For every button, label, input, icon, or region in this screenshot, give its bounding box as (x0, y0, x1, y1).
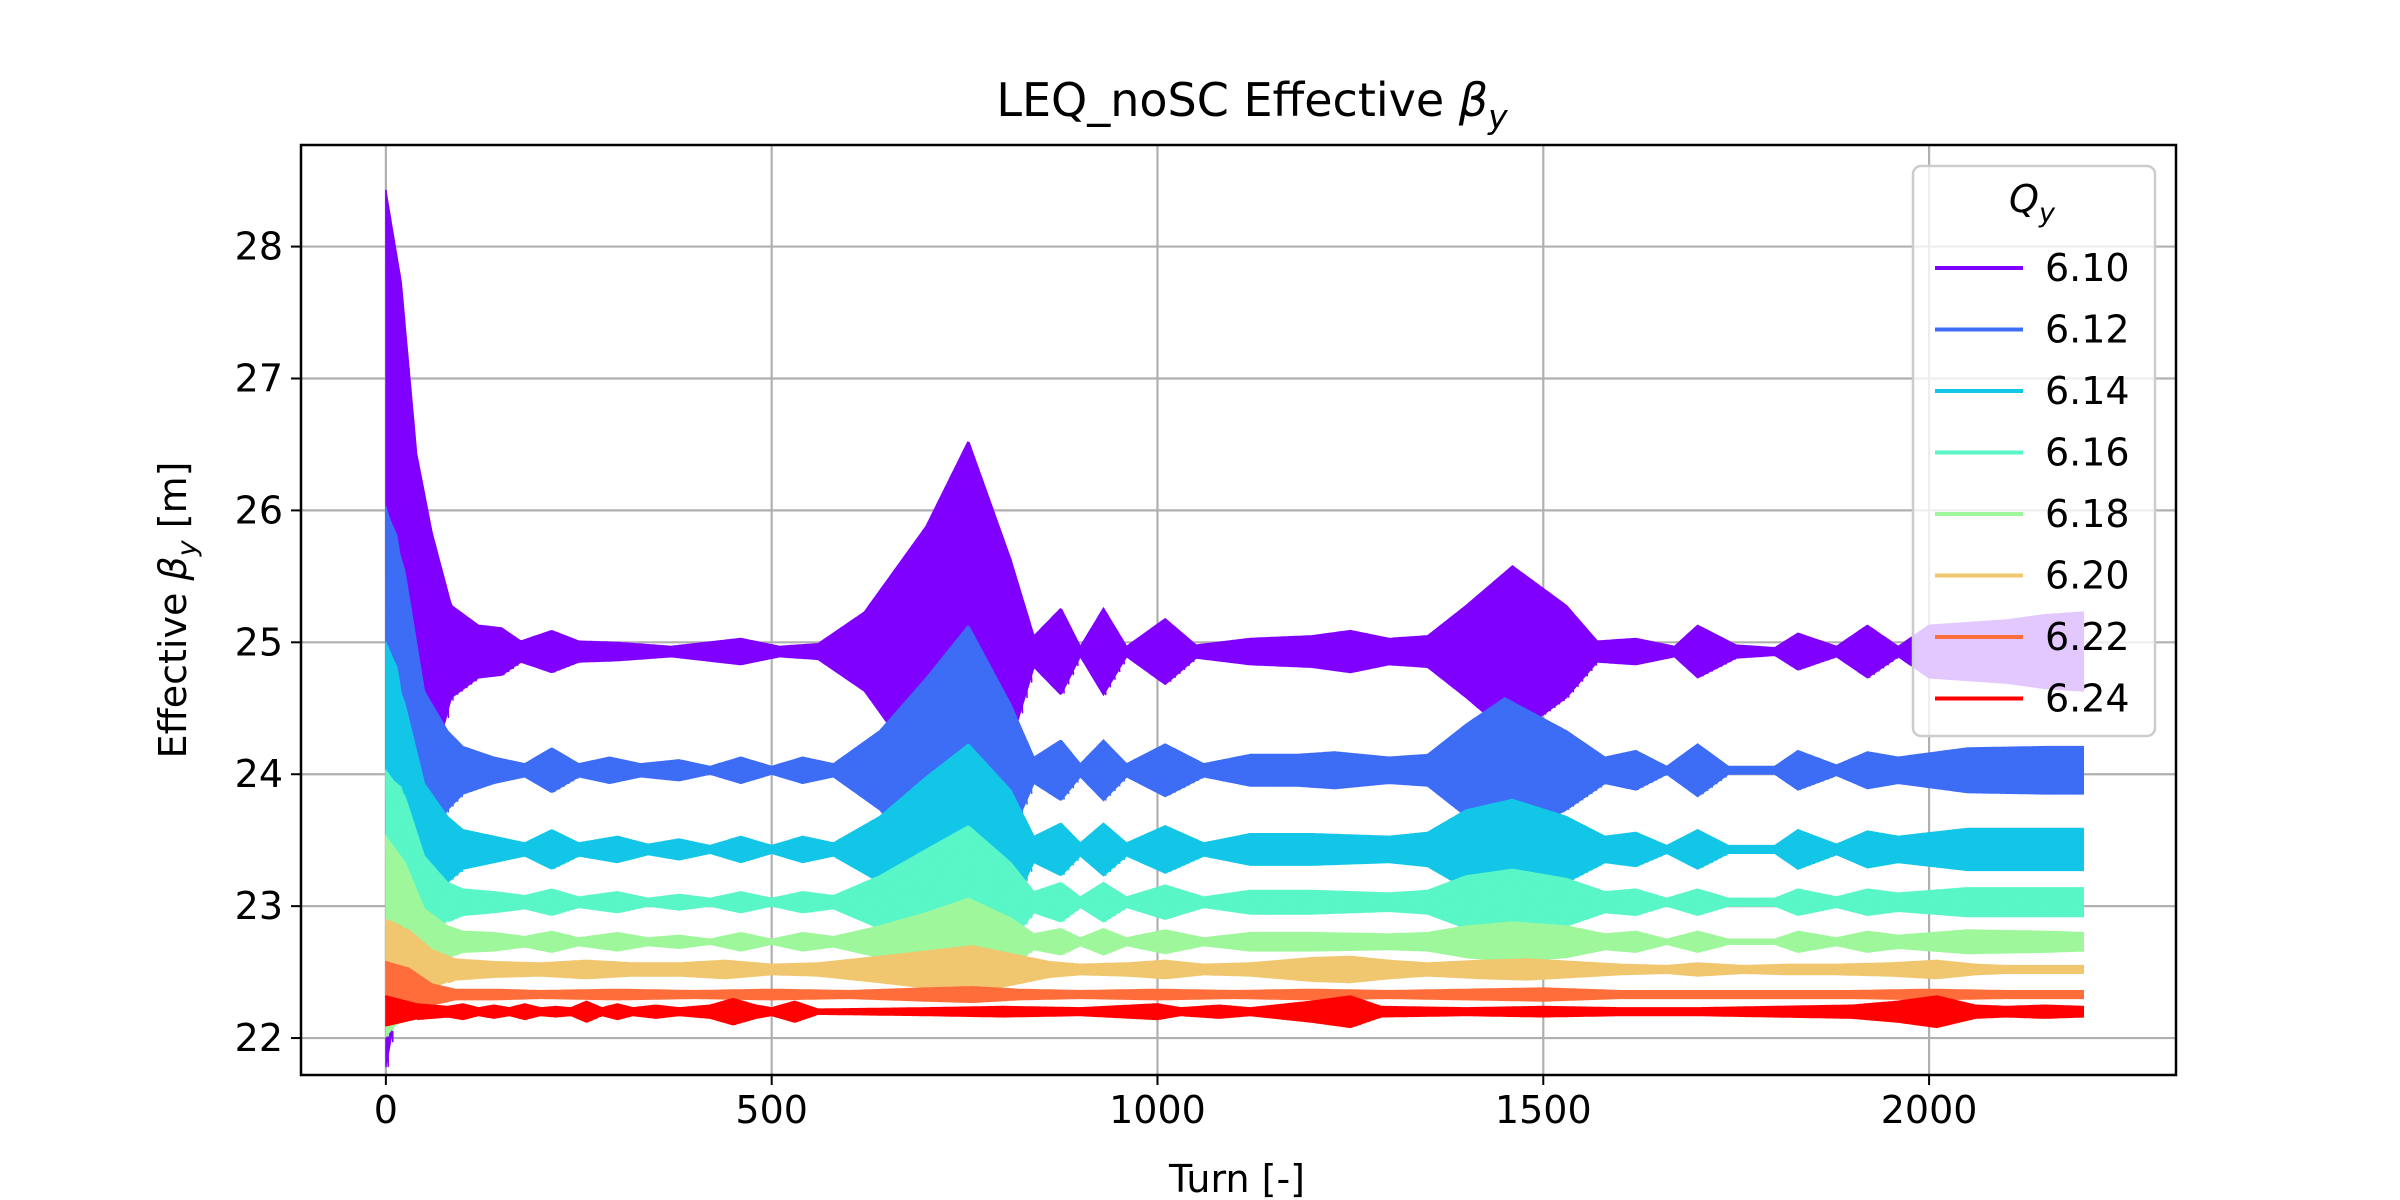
series-band (385, 960, 2084, 1025)
legend-box (1911, 164, 2157, 738)
y-tick-label: 25 (235, 620, 283, 664)
legend-entry-6-14: 6.14 (1935, 369, 2130, 413)
legend-label: 6.24 (2045, 677, 2130, 721)
legend-label: 6.18 (2045, 492, 2130, 536)
legend-label: 6.14 (2045, 369, 2130, 413)
legend-label: 6.10 (2045, 246, 2130, 290)
x-axis-label: Turn [-] (1168, 1157, 1305, 1200)
y-tick-label: 28 (235, 225, 283, 269)
legend-label: 6.22 (2045, 615, 2130, 659)
legend-title: Qy (2009, 177, 2056, 229)
x-tick-label: 1500 (1495, 1088, 1592, 1132)
axis-ticks: 0 500 1000 1500 2000 22 23 24 25 26 27 28 (235, 225, 1978, 1132)
legend-label: 6.20 (2045, 554, 2130, 598)
x-tick-label: 2000 (1881, 1088, 1978, 1132)
legend-entry-6-20: 6.20 (1935, 554, 2130, 598)
chart-title: LEQ_noSC Effective βy (996, 73, 1508, 136)
series-oscillation (385, 995, 2084, 1028)
series-6-22 (385, 960, 2084, 1025)
legend-entry-6-10: 6.10 (1935, 246, 2130, 290)
series-6-24 (385, 995, 2084, 1029)
y-tick-label: 23 (235, 884, 283, 928)
legend-entries: 6.10 6.12 6.14 6.16 6.18 6.20 6.22 6.24 (1935, 246, 2130, 721)
legend-entry-6-22: 6.22 (1935, 615, 2130, 659)
y-tick-label: 22 (235, 1016, 283, 1060)
legend: Qy 6.10 6.12 6.14 6.16 6.18 6.20 6.22 6.24 (1911, 164, 2157, 738)
y-axis-label: Effective βy [m] (151, 462, 203, 759)
legend-entry-6-24: 6.24 (1935, 677, 2130, 721)
legend-entry-6-12: 6.12 (1935, 308, 2130, 352)
x-tick-label: 0 (374, 1088, 398, 1132)
legend-entry-6-18: 6.18 (1935, 492, 2130, 536)
y-tick-label: 27 (235, 356, 283, 400)
series-oscillation (385, 961, 2084, 1025)
legend-label: 6.12 (2045, 308, 2130, 352)
x-tick-label: 500 (735, 1088, 808, 1132)
x-tick-label: 1000 (1109, 1088, 1206, 1132)
plot-frame (299, 143, 2178, 1077)
legend-label: 6.16 (2045, 431, 2130, 475)
y-tick-label: 26 (235, 488, 283, 532)
series-layer (385, 189, 2084, 1068)
y-tick-label: 24 (235, 752, 283, 796)
legend-entry-6-16: 6.16 (1935, 431, 2130, 475)
